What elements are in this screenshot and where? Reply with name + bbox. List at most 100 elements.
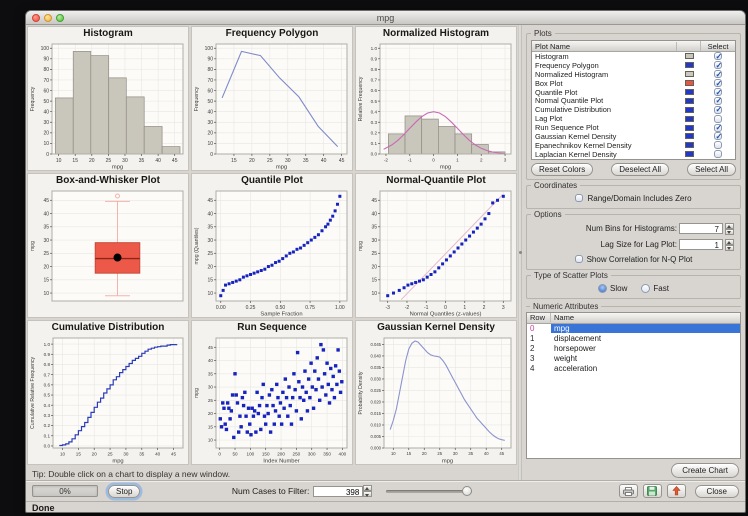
- close-button[interactable]: Close: [694, 484, 739, 498]
- svg-text:Cumulative Relative Frequency: Cumulative Relative Frequency: [30, 357, 36, 429]
- plot-cell-run-sequence: Run Sequence 0 50 100 150 200 250 300 350 400 10 15…: [191, 320, 353, 465]
- attribute-row-displacement[interactable]: 1 displacement: [527, 334, 740, 344]
- svg-text:0.010: 0.010: [371, 422, 382, 427]
- plot-select-checkbox[interactable]: [714, 132, 722, 141]
- numeric-attributes-label: Numeric Attributes: [530, 301, 602, 311]
- lag-size-field[interactable]: 1: [679, 239, 723, 251]
- window-close-icon[interactable]: [32, 13, 40, 22]
- plot-select-checkbox[interactable]: [714, 105, 722, 114]
- plot-color-swatch[interactable]: [684, 124, 694, 131]
- svg-text:45: 45: [499, 451, 504, 456]
- plot-row-label: Epanechnikov Kernel Density: [535, 140, 632, 150]
- num-cases-spinner[interactable]: [363, 485, 373, 497]
- control-panel: Plots Plot Name Select HistogramFrequenc…: [522, 25, 745, 480]
- histogram-chart[interactable]: 10 15 20 25 30 35 40 45 0 10 20 30 40 50 60 70 80 90 100 mp…: [28, 40, 188, 170]
- plot-select-checkbox[interactable]: [714, 123, 722, 132]
- create-chart-button[interactable]: Create Chart: [671, 463, 739, 478]
- stop-button[interactable]: Stop: [108, 484, 141, 498]
- plot-select-checkbox[interactable]: [714, 141, 722, 150]
- plot-row-gaussian-kernel-density[interactable]: Gaussian Kernel Density: [532, 132, 735, 141]
- filter-slider[interactable]: [386, 485, 473, 497]
- window-minimize-icon[interactable]: [44, 13, 52, 22]
- plot-row-normal-quantile-plot[interactable]: Normal Quantile Plot: [532, 96, 735, 105]
- range-domain-zero-checkbox[interactable]: [575, 194, 584, 203]
- deselect-all-button[interactable]: Deselect All: [611, 162, 670, 176]
- num-bins-spinner[interactable]: [725, 222, 734, 235]
- svg-text:15: 15: [43, 278, 49, 284]
- num-cases-field[interactable]: 398: [313, 485, 364, 497]
- svg-text:20: 20: [208, 411, 214, 416]
- cumulative-distribution-chart[interactable]: 10 15 20 25 30 35 40 45 0.0 0.1 0.2 0.3 0.4 0.5 0.6 0.7…: [28, 334, 188, 464]
- plot-color-swatch[interactable]: [684, 115, 694, 122]
- plot-select-checkbox[interactable]: [714, 79, 722, 88]
- plot-color-swatch[interactable]: [684, 62, 694, 69]
- plot-row-label: Frequency Polygon: [535, 60, 599, 70]
- plot-color-swatch[interactable]: [684, 142, 694, 149]
- plot-color-swatch[interactable]: [684, 106, 694, 113]
- plot-row-quantile-plot[interactable]: Quantile Plot: [532, 88, 735, 97]
- lag-size-label: Lag Size for Lag Plot:: [600, 240, 678, 250]
- box-and-whisker-plot-chart[interactable]: 10 15 20 25 30 35 40 45 mpg: [28, 187, 188, 317]
- plot-color-swatch[interactable]: [684, 53, 694, 60]
- export-button[interactable]: [666, 484, 686, 498]
- svg-text:30: 30: [123, 452, 129, 457]
- reset-colors-button[interactable]: Reset Colors: [531, 162, 594, 176]
- plot-row-normalized-histogram[interactable]: Normalized Histogram: [532, 70, 735, 79]
- svg-text:mpg: mpg: [358, 241, 364, 251]
- save-button[interactable]: [642, 484, 662, 498]
- plot-color-swatch[interactable]: [684, 71, 694, 78]
- print-button[interactable]: [618, 484, 638, 498]
- plot-color-swatch[interactable]: [684, 80, 694, 87]
- plot-color-swatch[interactable]: [684, 151, 694, 158]
- plot-row-frequency-polygon[interactable]: Frequency Polygon: [532, 61, 735, 70]
- slider-knob[interactable]: [461, 485, 472, 496]
- split-pane-divider[interactable]: [518, 25, 522, 480]
- plot-select-checkbox[interactable]: [714, 96, 722, 105]
- svg-text:30: 30: [208, 385, 214, 390]
- plot-row-run-sequence-plot[interactable]: Run Sequence Plot: [532, 123, 735, 132]
- plot-row-label: Box Plot: [535, 78, 563, 88]
- plot-color-swatch[interactable]: [684, 89, 694, 95]
- plot-row-histogram[interactable]: Histogram: [532, 52, 735, 61]
- num-bins-field[interactable]: 7: [679, 223, 723, 235]
- svg-text:3: 3: [502, 305, 505, 311]
- plot-select-checkbox[interactable]: [714, 52, 722, 61]
- plot-row-laplacian-kernel-density[interactable]: Laplacian Kernel Density: [532, 150, 735, 159]
- plot-select-checkbox[interactable]: [714, 70, 722, 79]
- plot-select-checkbox[interactable]: [714, 88, 722, 97]
- normalized-histogram-chart[interactable]: -2 -1 0 1 2 3 0.0 0.1 0.2 0.3 0.4 0.5 0.6 0.7 0.8 0.9 1.…: [356, 40, 516, 170]
- plot-row-box-plot[interactable]: Box Plot: [532, 79, 735, 88]
- plot-row-lag-plot[interactable]: Lag Plot: [532, 114, 735, 123]
- lag-size-spinner[interactable]: [725, 238, 734, 251]
- attribute-row-mpg[interactable]: 0 mpg: [527, 324, 740, 334]
- plot-row-cumulative-distribution[interactable]: Cumulative Distribution: [532, 105, 735, 114]
- row-column-header: Row: [527, 313, 551, 323]
- fast-radio[interactable]: [641, 283, 651, 293]
- attribute-row-horsepower[interactable]: 2 horsepower: [527, 344, 740, 354]
- quantile-plot-chart[interactable]: 0.00 0.25 0.50 0.75 1.00 10 15 20 25 30 35 40 45 Samp…: [192, 187, 352, 317]
- frequency-polygon-chart[interactable]: 15 20 25 30 35 40 45 0 10 20 30 40 50 60 70 80 90 100 mpg F…: [192, 40, 352, 170]
- plot-color-swatch[interactable]: [684, 97, 694, 104]
- normal-quantile-plot-chart[interactable]: -3 -2 -1 0 1 2 3 10 15 20 25 30 35 40 45 Normal Quantil…: [356, 187, 516, 317]
- show-correlation-checkbox[interactable]: [574, 255, 583, 264]
- window-zoom-icon[interactable]: [56, 13, 64, 22]
- svg-text:50: 50: [232, 452, 238, 457]
- attribute-row-acceleration[interactable]: 4 acceleration: [527, 364, 740, 374]
- plot-select-checkbox[interactable]: [714, 114, 722, 123]
- plot-select-checkbox[interactable]: [714, 150, 722, 159]
- svg-text:100: 100: [205, 46, 214, 52]
- gaussian-kernel-density-chart[interactable]: 10 15 20 25 30 35 40 45 0.000 0.005 0.010 0.015 0.02…: [356, 334, 516, 464]
- attribute-row-weight[interactable]: 3 weight: [527, 354, 740, 364]
- plot-row-epanechnikov-kernel-density[interactable]: Epanechnikov Kernel Density: [532, 141, 735, 150]
- coordinates-group-label: Coordinates: [531, 180, 581, 190]
- plot-color-swatch[interactable]: [684, 133, 694, 140]
- select-all-button[interactable]: Select All: [687, 162, 736, 176]
- svg-text:30: 30: [453, 451, 458, 456]
- plot-title: Quantile Plot: [241, 175, 303, 186]
- plot-select-checkbox[interactable]: [714, 61, 722, 70]
- slow-radio[interactable]: [598, 283, 608, 293]
- slider-track[interactable]: [386, 490, 473, 493]
- svg-text:0.035: 0.035: [371, 365, 382, 370]
- run-sequence-chart[interactable]: 0 50 100 150 200 250 300 350 400 10 15 20 25 30 35 40 45…: [192, 334, 352, 464]
